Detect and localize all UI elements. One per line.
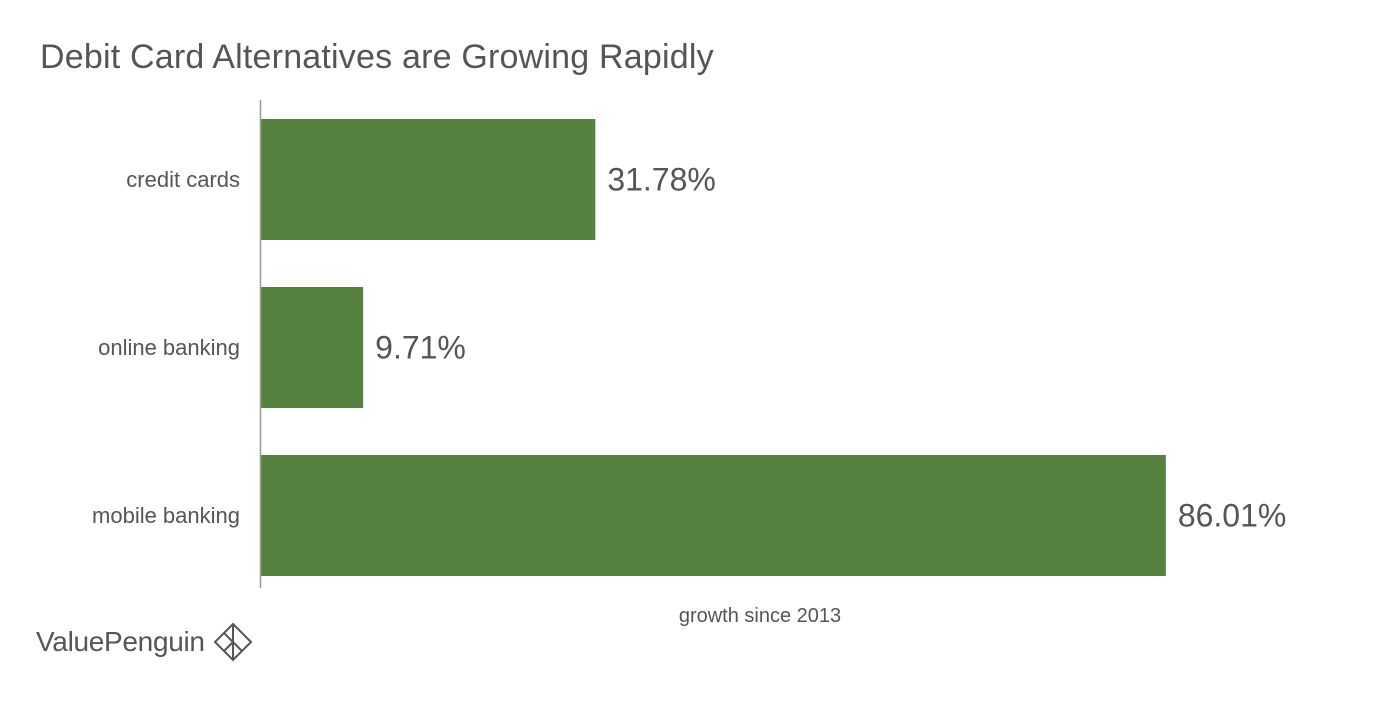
data-label: 86.01%	[1178, 498, 1287, 534]
brand-name: ValuePenguin	[36, 626, 205, 657]
bar-mobile-banking	[261, 455, 1166, 576]
bars-group	[261, 119, 1166, 576]
value-labels-group: 31.78% 9.71% 86.01%	[375, 162, 1286, 534]
brand-footer: ValuePenguin	[36, 622, 253, 662]
x-axis-label: growth since 2013	[679, 605, 841, 627]
bar-online-banking	[261, 287, 364, 408]
category-labels-group: credit cards online banking mobile banking	[92, 167, 240, 528]
valuepenguin-logo-icon	[213, 622, 253, 662]
category-label: online banking	[98, 335, 240, 360]
category-label: credit cards	[126, 167, 240, 192]
data-label: 31.78%	[607, 162, 716, 198]
category-label: mobile banking	[92, 503, 240, 528]
data-label: 9.71%	[375, 330, 466, 366]
chart-title: Debit Card Alternatives are Growing Rapi…	[40, 38, 714, 76]
bar-credit-cards	[261, 119, 596, 240]
